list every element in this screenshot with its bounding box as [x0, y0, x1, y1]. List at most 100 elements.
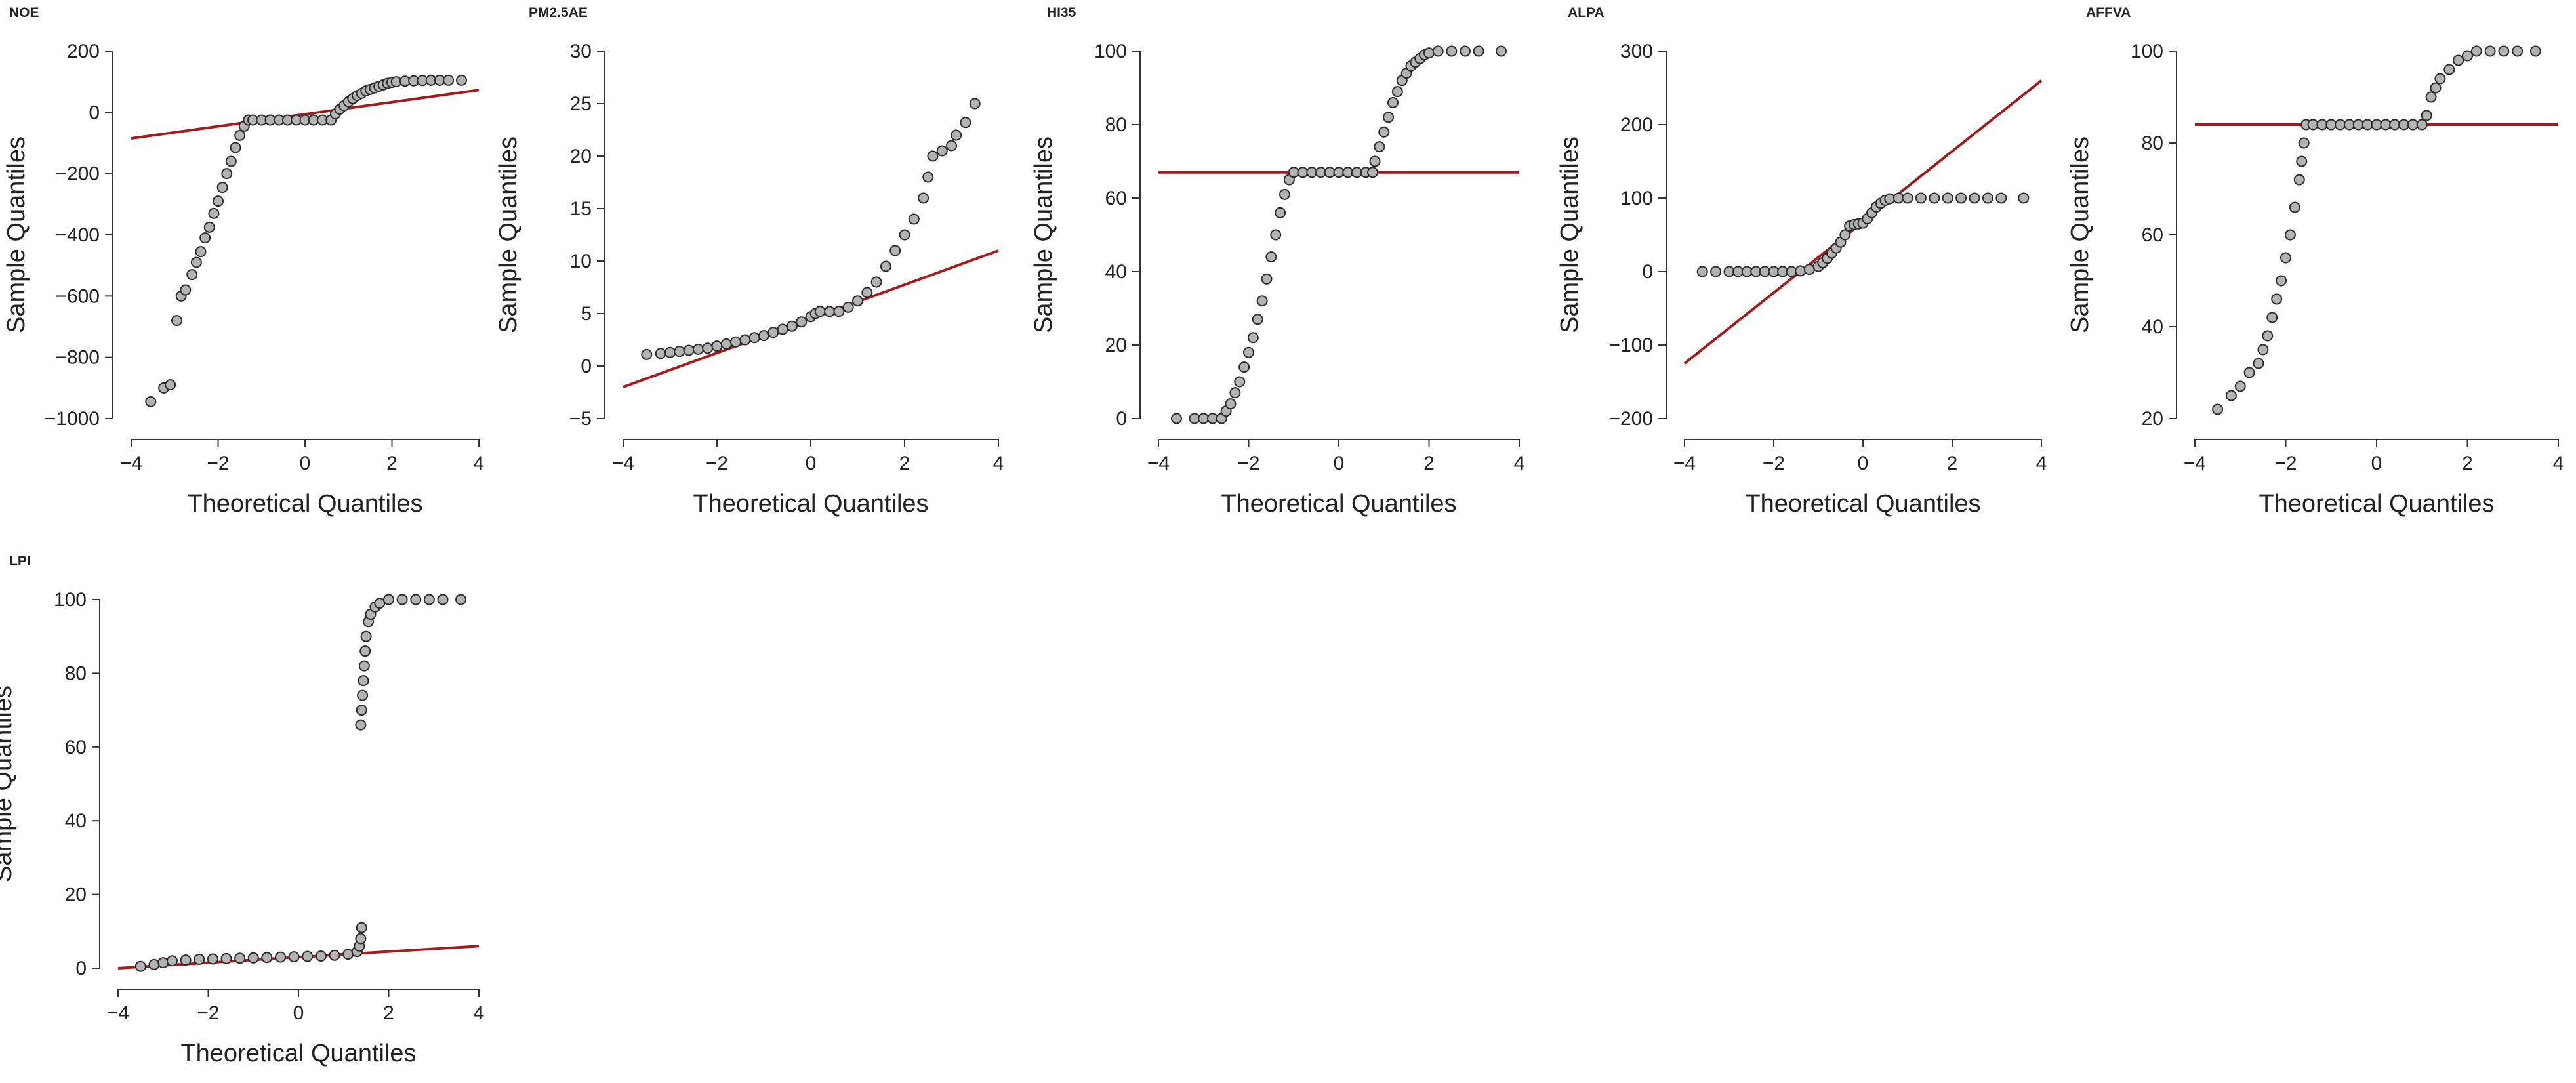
data-point	[852, 295, 863, 307]
reference-line	[131, 89, 480, 140]
data-point	[936, 145, 948, 157]
x-tick-label: 0	[1334, 453, 1345, 474]
y-axis-title: Sample Quantiles	[495, 136, 522, 333]
panel-title: PM2.5AE	[529, 5, 588, 20]
data-point	[2325, 119, 2337, 131]
y-tick-label: 10	[570, 251, 592, 272]
data-point	[157, 957, 169, 969]
x-tick-label: 4	[2553, 453, 2564, 474]
data-point	[2234, 380, 2246, 392]
x-tick-label: −2	[207, 453, 229, 474]
data-point	[2225, 390, 2237, 401]
y-tick-label: −200	[1608, 408, 1653, 430]
x-tick-label: −2	[1763, 453, 1785, 474]
panel-title: ALPA	[1568, 5, 1605, 20]
data-point	[2371, 119, 2382, 131]
data-point	[359, 645, 371, 657]
data-point	[2512, 45, 2524, 57]
data-point	[1383, 112, 1395, 123]
data-point	[870, 276, 882, 288]
data-point	[748, 332, 760, 344]
x-tick-label: 0	[293, 1002, 304, 1024]
data-point	[2276, 275, 2287, 287]
data-point	[360, 630, 372, 642]
panel-pm2-5ae: PM2.5AE −4 −2 0 2 4 Theoretical Quantiles −5 0 5 1…	[495, 5, 1004, 518]
data-point	[951, 129, 962, 141]
y-axis-title: Sample Quantiles	[1030, 136, 1057, 333]
data-point	[302, 950, 314, 962]
data-point	[758, 330, 769, 342]
data-point	[2352, 119, 2364, 131]
data-point	[1374, 141, 1385, 153]
data-point	[186, 269, 198, 281]
data-point	[1367, 167, 1379, 178]
data-point	[1929, 192, 1940, 204]
data-point	[1982, 192, 1993, 204]
data-point	[2262, 330, 2274, 342]
y-tick-label: 15	[570, 198, 592, 220]
data-point	[814, 306, 826, 317]
y-tick-label: 0	[1642, 261, 1653, 283]
data-point	[275, 951, 286, 963]
data-point	[261, 952, 273, 964]
data-point	[730, 336, 742, 348]
data-point	[1839, 229, 1851, 241]
x-tick-label: 0	[806, 453, 817, 474]
y-tick-label: 300	[1620, 41, 1653, 62]
data-point	[225, 155, 237, 167]
panel-noe: NOE −4 −2 0 2 4 Theoretical Quantiles −1000 −800…	[3, 5, 484, 518]
data-point	[674, 346, 685, 358]
y-tick-label: 0	[89, 102, 100, 123]
data-point	[1995, 192, 2007, 204]
data-point	[739, 334, 751, 346]
y-axis-title: Sample Quantiles	[2066, 136, 2094, 333]
data-point	[2335, 119, 2346, 131]
data-point	[711, 340, 723, 352]
x-axis-title: Theoretical Quantiles	[1221, 490, 1456, 518]
data-point	[356, 705, 367, 716]
data-point	[2266, 312, 2278, 323]
data-point	[908, 213, 920, 225]
y-tick-label: 100	[1094, 41, 1127, 62]
data-point	[2421, 110, 2432, 121]
data-point	[423, 594, 435, 605]
x-tick-label: 2	[2462, 453, 2473, 474]
data-point	[230, 142, 241, 153]
panel-affva: AFFVA −4 −2 0 2 4 Theoretical Quantiles 20 40 60 8…	[2066, 5, 2564, 518]
data-point	[443, 74, 455, 86]
y-tick-label: 200	[1620, 114, 1653, 136]
data-point	[918, 192, 930, 204]
data-point	[455, 594, 466, 605]
data-point	[220, 952, 232, 964]
data-point	[2462, 50, 2473, 62]
y-tick-label: 60	[2142, 224, 2163, 246]
x-axis-title: Theoretical Quantiles	[693, 490, 928, 518]
y-tick-label: 60	[65, 737, 87, 758]
y-tick-label: −600	[55, 285, 100, 307]
data-point	[437, 594, 449, 605]
y-tick-label: 100	[1620, 188, 1653, 209]
data-point	[1252, 314, 1263, 325]
data-point	[692, 343, 704, 355]
data-point	[148, 958, 160, 970]
x-tick-label: −4	[1673, 453, 1696, 474]
data-point	[2307, 119, 2319, 131]
x-tick-label: −2	[1237, 453, 1259, 474]
data-point	[203, 221, 215, 233]
x-tick-label: −2	[706, 453, 728, 474]
data-point	[922, 171, 934, 183]
data-point	[1229, 387, 1241, 399]
data-point	[199, 232, 211, 244]
data-point	[2498, 45, 2510, 57]
data-point	[2243, 367, 2255, 378]
data-point	[2289, 201, 2300, 213]
data-point	[383, 594, 394, 605]
x-tick-label: −4	[2184, 453, 2206, 474]
data-point	[180, 954, 192, 966]
panel-hi35: HI35 −4 −2 0 2 4 Theoretical Quantiles 0 20 40 60 8…	[1030, 5, 1524, 518]
data-point	[1432, 45, 1444, 57]
data-point	[2316, 119, 2328, 131]
data-point	[410, 594, 422, 605]
data-point	[786, 320, 798, 332]
